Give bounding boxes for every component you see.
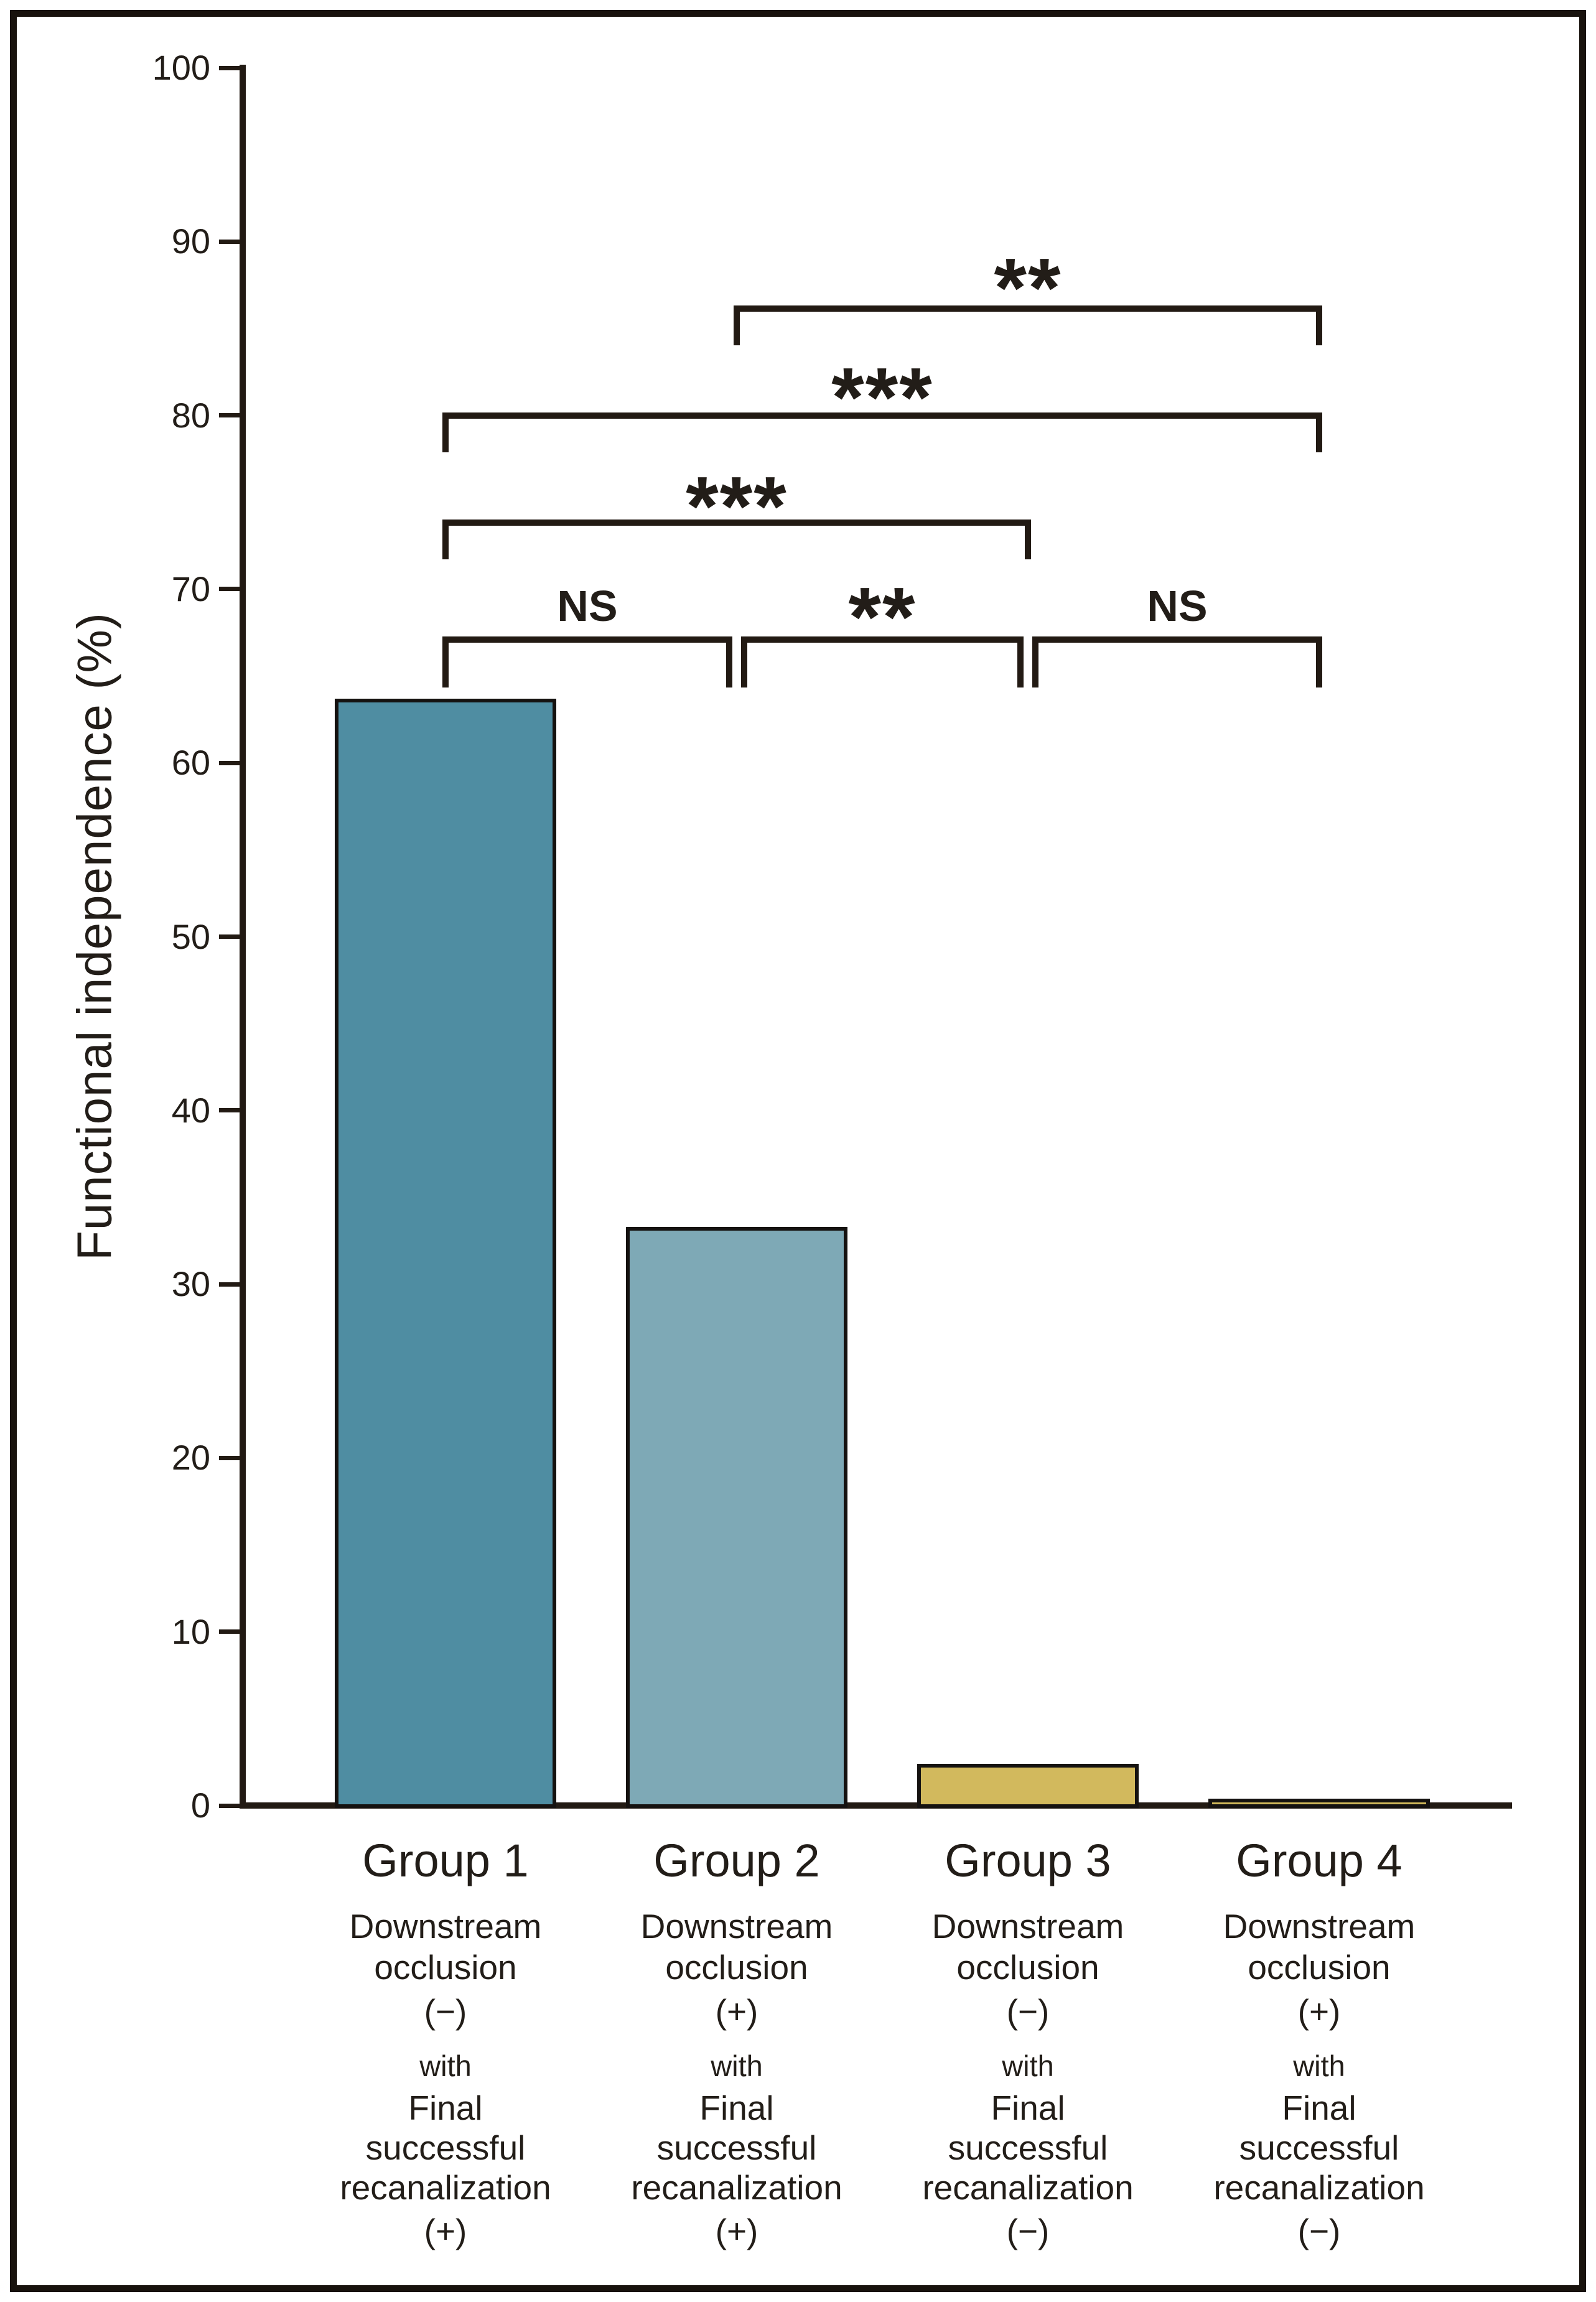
bar-group-3: [917, 1764, 1139, 1808]
group-sublabel-line: Final: [408, 2089, 483, 2127]
group-sublabel-line: Final: [1282, 2089, 1356, 2127]
significance-label: ***: [686, 459, 788, 553]
y-tick-label: 40: [171, 1091, 210, 1130]
group-title: Group 2: [653, 1835, 820, 1886]
group-sublabel-line: (+): [1297, 1992, 1341, 2031]
group-sublabel-line: Downstream: [931, 1907, 1124, 1946]
group-sublabel-line: (−): [1006, 2212, 1050, 2250]
y-tick: [219, 934, 240, 939]
significance-bracket: [442, 520, 1031, 559]
significance-bracket: [442, 636, 732, 687]
group-sublabel-line: successful: [656, 2128, 817, 2167]
y-tick-label: 20: [171, 1438, 210, 1477]
y-tick-label: 80: [171, 396, 210, 435]
y-tick: [219, 240, 240, 244]
group-sublabel-line: (−): [1297, 2212, 1341, 2250]
significance-bracket: [734, 305, 1322, 345]
group-sublabel-line: successful: [1239, 2128, 1399, 2167]
y-tick: [219, 1804, 240, 1808]
y-tick: [219, 413, 240, 417]
group-sublabel-connector: with: [711, 2049, 763, 2082]
group-sublabel-line: occlusion: [956, 1948, 1099, 1987]
y-tick: [219, 587, 240, 591]
significance-bracket: [1032, 636, 1322, 687]
group-sublabel-line: recanalization: [1213, 2168, 1425, 2207]
y-tick-label: 30: [171, 1264, 210, 1303]
group-sublabel-line: Final: [699, 2089, 774, 2127]
y-tick-label: 100: [152, 48, 210, 87]
significance-bracket: [741, 636, 1024, 687]
significance-label: **: [848, 570, 917, 664]
bar-group-1: [335, 699, 556, 1808]
group-sublabel-line: Downstream: [349, 1907, 542, 1946]
group-sublabel-line: occlusion: [665, 1948, 808, 1987]
y-tick-label: 90: [171, 221, 210, 261]
y-tick: [219, 1456, 240, 1460]
significance-label: NS: [1147, 582, 1208, 630]
group-sublabel-line: successful: [948, 2128, 1108, 2167]
group-sublabel-line: (−): [1006, 1992, 1050, 2031]
bar-group-2: [626, 1227, 847, 1808]
group-sublabel-line: (+): [424, 2212, 467, 2250]
group-sublabel-line: successful: [365, 2128, 526, 2167]
group-sublabel-line: (+): [715, 2212, 758, 2250]
group-title: Group 3: [945, 1835, 1111, 1886]
group-title: Group 1: [362, 1835, 529, 1886]
group-sublabel-line: (−): [424, 1992, 467, 2031]
y-tick: [219, 1629, 240, 1634]
y-tick: [219, 1282, 240, 1287]
group-sublabel-line: occlusion: [1248, 1948, 1391, 1987]
y-tick-label: 60: [171, 743, 210, 782]
group-sublabel-line: recanalization: [922, 2168, 1134, 2207]
significance-label: **: [994, 241, 1062, 335]
group-sublabel-connector: with: [419, 2049, 472, 2082]
group-sublabel-line: (+): [715, 1992, 758, 2031]
group-sublabel-line: Downstream: [640, 1907, 833, 1946]
group-sublabel-line: Downstream: [1223, 1907, 1416, 1946]
group-sublabel-line: occlusion: [374, 1948, 517, 1987]
group-sublabel-line: recanalization: [631, 2168, 842, 2207]
y-tick: [219, 761, 240, 765]
y-tick: [219, 66, 240, 70]
significance-bracket: [442, 412, 1322, 452]
group-sublabel-line: recanalization: [340, 2168, 551, 2207]
bar-group-4: [1208, 1799, 1430, 1808]
significance-label: ***: [831, 350, 933, 444]
y-tick-label: 10: [171, 1612, 210, 1651]
y-tick: [219, 1108, 240, 1112]
y-axis-line: [240, 65, 246, 1809]
group-sublabel-connector: with: [1293, 2049, 1345, 2082]
group-sublabel-line: Final: [991, 2089, 1065, 2127]
group-sublabel-connector: with: [1002, 2049, 1054, 2082]
significance-label: NS: [557, 582, 618, 630]
figure-border: [10, 10, 1586, 2292]
x-axis-line: [240, 1802, 1512, 1809]
group-title: Group 4: [1236, 1835, 1402, 1886]
y-tick-label: 50: [171, 917, 210, 956]
y-tick-label: 70: [171, 569, 210, 608]
y-tick-label: 0: [190, 1786, 210, 1825]
